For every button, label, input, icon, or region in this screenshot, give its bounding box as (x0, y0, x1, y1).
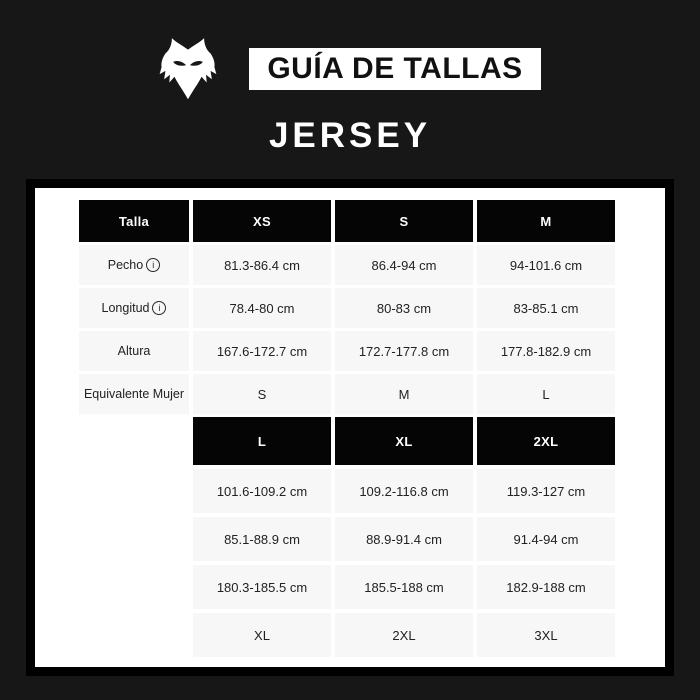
fox-head-logo-icon (159, 36, 217, 102)
column-header-l: L (193, 417, 331, 465)
column-header-talla: Talla (79, 200, 189, 242)
size-cell: 81.3-86.4 cm (193, 245, 331, 285)
row-label-text: Pecho (107, 258, 144, 272)
size-cell: 83-85.1 cm (477, 288, 615, 328)
row-label-text: Equivalente Mujer (83, 387, 185, 401)
row-label-equivalente-mujer: Equivalente Mujer (79, 374, 189, 414)
row-label-pecho: Pecho i (79, 245, 189, 285)
size-cell: 3XL (477, 613, 615, 657)
size-cell: 94-101.6 cm (477, 245, 615, 285)
size-cell: 177.8-182.9 cm (477, 331, 615, 371)
size-cell: 182.9-188 cm (477, 565, 615, 609)
size-cell: M (335, 374, 473, 414)
product-title: JERSEY (268, 116, 432, 155)
size-cell: 80-83 cm (335, 288, 473, 328)
size-chart-panel: Talla XS S M Pecho i 81.3-86.4 cm 86.4-94… (35, 188, 665, 667)
info-icon[interactable]: i (152, 301, 167, 315)
column-header-xs: XS (193, 200, 331, 242)
size-cell: 172.7-177.8 cm (335, 331, 473, 371)
size-cell: 119.3-127 cm (477, 469, 615, 513)
brand-header: GUÍA DE TALLAS (0, 0, 700, 102)
size-cell: 180.3-185.5 cm (193, 565, 331, 609)
row-label-text: Altura (117, 344, 151, 358)
size-cell: L (477, 374, 615, 414)
column-header-m: M (477, 200, 615, 242)
size-cell: 78.4-80 cm (193, 288, 331, 328)
size-cell: XL (193, 613, 331, 657)
row-label-altura: Altura (79, 331, 189, 371)
size-cell: 88.9-91.4 cm (335, 517, 473, 561)
size-guide-badge: GUÍA DE TALLAS (249, 48, 541, 90)
size-cell: 85.1-88.9 cm (193, 517, 331, 561)
size-table-upper: Talla XS S M Pecho i 81.3-86.4 cm 86.4-94… (79, 200, 665, 414)
size-cell: 91.4-94 cm (477, 517, 615, 561)
info-icon[interactable]: i (146, 258, 161, 272)
row-label-text: Longitud (101, 301, 150, 315)
column-header-s: S (335, 200, 473, 242)
column-header-xl: XL (335, 417, 473, 465)
size-cell: S (193, 374, 331, 414)
column-header-2xl: 2XL (477, 417, 615, 465)
size-cell: 185.5-188 cm (335, 565, 473, 609)
size-cell: 109.2-116.8 cm (335, 469, 473, 513)
size-table-lower: L XL 2XL 101.6-109.2 cm 109.2-116.8 cm 1… (193, 417, 665, 657)
size-cell: 167.6-172.7 cm (193, 331, 331, 371)
size-cell: 101.6-109.2 cm (193, 469, 331, 513)
size-cell: 2XL (335, 613, 473, 657)
size-cell: 86.4-94 cm (335, 245, 473, 285)
row-label-longitud: Longitud i (79, 288, 189, 328)
